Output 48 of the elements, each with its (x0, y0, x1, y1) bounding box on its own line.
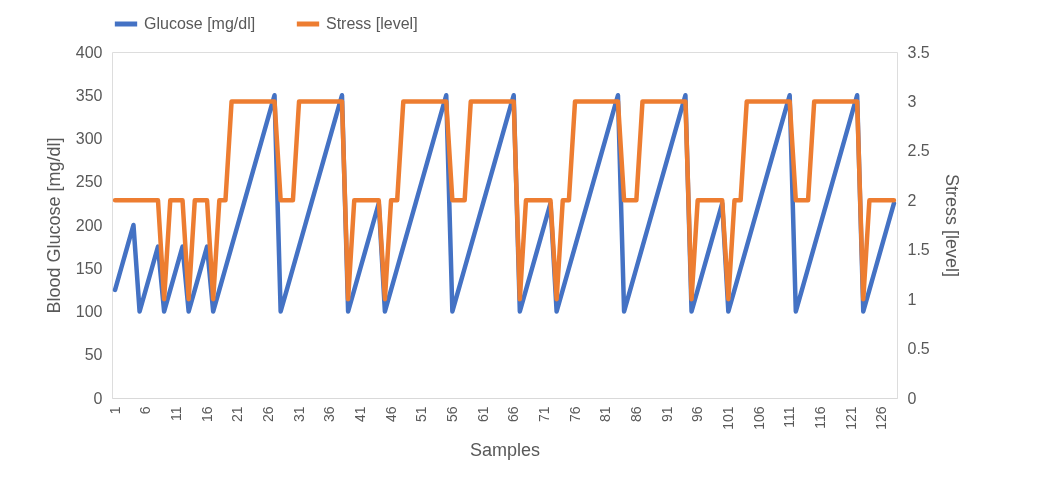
y-tick-label: 350 (75, 86, 103, 104)
x-tick-label: 101 (719, 406, 736, 430)
y2-tick-label: 3.5 (907, 43, 930, 61)
y-tick-label: 150 (75, 259, 103, 277)
x-tick-label: 66 (505, 406, 522, 423)
y-tick-label: 100 (75, 303, 103, 320)
x-tick-label: 51 (413, 406, 430, 423)
x-tick-label: 61 (474, 406, 491, 423)
y-axis-title: Blood Glucose [mg/dl] (43, 137, 64, 314)
y2-tick-label: 1 (907, 290, 917, 308)
legend-label: Stress [level] (326, 15, 418, 32)
x-tick-label: 111 (781, 406, 798, 428)
x-tick-label: 11 (167, 406, 184, 422)
x-tick-label: 116 (811, 406, 828, 429)
x-tick-label: 1 (106, 406, 123, 415)
x-tick-label: 41 (351, 406, 368, 423)
y2-tick-label: 2.5 (907, 142, 930, 160)
y2-tick-label: 0 (907, 389, 917, 407)
y-tick-label: 300 (75, 130, 103, 147)
y2-tick-label: 1.5 (907, 241, 930, 259)
y2-tick-label: 0.5 (907, 340, 930, 358)
x-tick-label: 21 (229, 406, 246, 423)
x-tick-label: 91 (658, 406, 675, 423)
x-tick-label: 46 (382, 406, 399, 423)
y2-axis-title: Stress [level] (941, 173, 962, 278)
y2-tick-label: 3 (907, 92, 917, 110)
x-tick-label: 26 (259, 406, 276, 423)
x-tick-label: 6 (137, 406, 154, 415)
y2-tick-label: 2 (907, 191, 917, 209)
y-tick-label: 200 (75, 216, 103, 234)
y-tick-label: 50 (84, 346, 103, 364)
x-axis-title: Samples (469, 439, 541, 460)
x-tick-label: 86 (627, 406, 644, 423)
x-tick-label: 36 (321, 406, 338, 423)
x-tick-label: 96 (689, 406, 706, 423)
x-tick-label: 126 (873, 406, 890, 430)
x-tick-label: 31 (290, 406, 307, 423)
x-tick-label: 56 (443, 406, 460, 423)
x-tick-label: 106 (750, 406, 767, 430)
x-tick-label: 121 (842, 406, 859, 430)
x-tick-label: 76 (566, 406, 583, 423)
x-tick-label: 81 (597, 406, 614, 423)
y-tick-label: 400 (75, 43, 103, 61)
y-tick-label: 250 (75, 173, 103, 191)
y-tick-label: 0 (93, 389, 103, 407)
x-tick-label: 16 (198, 406, 215, 423)
legend-label: Glucose [mg/dl] (144, 15, 256, 32)
x-tick-label: 71 (535, 406, 552, 423)
